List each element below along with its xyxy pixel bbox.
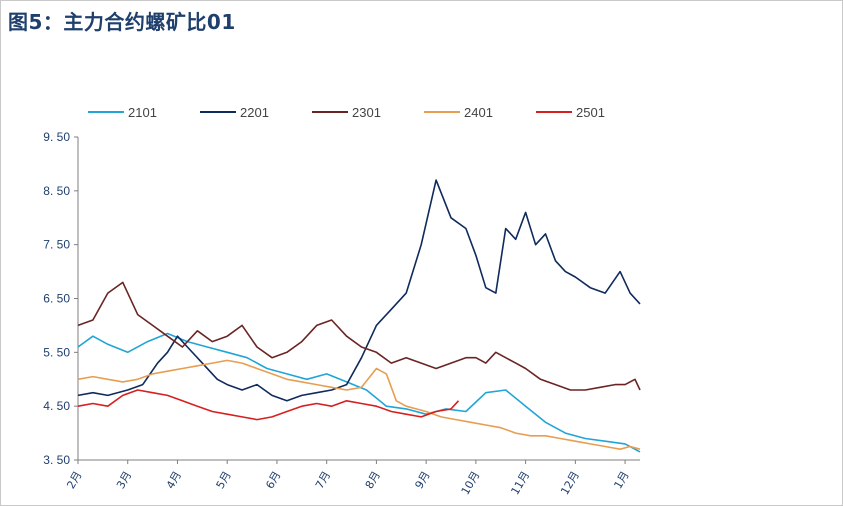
x-tick-label: 4月	[164, 469, 184, 491]
series-line-2501	[77, 389, 460, 421]
x-tick-label: 6月	[263, 469, 283, 491]
legend-label-2101: 2101	[128, 105, 157, 120]
legend-label-2301: 2301	[352, 105, 381, 120]
x-axis: 2月 3月 4月 5月 6月 7月 8月 9月 10月 11月 12月 1月	[64, 459, 640, 497]
series-line-2401	[77, 359, 641, 451]
x-tick-label: 2月	[64, 469, 84, 491]
y-tick-label: 9. 50	[43, 130, 70, 144]
x-tick-label: 3月	[114, 469, 134, 491]
x-tick-label: 9月	[412, 469, 432, 491]
series-line-2201	[77, 179, 641, 402]
legend-label-2501: 2501	[576, 105, 605, 120]
x-tick-label: 1月	[611, 469, 631, 491]
series-line-2301	[77, 281, 641, 391]
x-tick-label: 7月	[313, 469, 333, 491]
y-tick-label: 3. 50	[43, 453, 70, 467]
y-tick-label: 7. 50	[43, 238, 70, 252]
y-tick-label: 4. 50	[43, 399, 70, 413]
x-tick-label: 10月	[459, 469, 483, 497]
series-line-2101	[77, 332, 641, 453]
y-tick-label: 8. 50	[43, 184, 70, 198]
x-tick-label: 11月	[508, 469, 532, 497]
legend-label-2201: 2201	[240, 105, 269, 120]
legend-label-2401: 2401	[464, 105, 493, 120]
legend: 2101 2201 2301 2401 2501	[88, 105, 605, 120]
x-tick-label: 8月	[363, 469, 383, 491]
y-tick-label: 6. 50	[43, 292, 70, 306]
y-tick-label: 5. 50	[43, 345, 70, 359]
y-axis: 3. 50 4. 50 5. 50 6. 50 7. 50 8. 50 9. 50	[43, 130, 79, 467]
x-tick-label: 12月	[558, 469, 582, 497]
chart-title: 图5：主力合约螺矿比01	[8, 10, 236, 34]
x-tick-label: 5月	[214, 469, 234, 491]
plot-area	[77, 179, 641, 453]
